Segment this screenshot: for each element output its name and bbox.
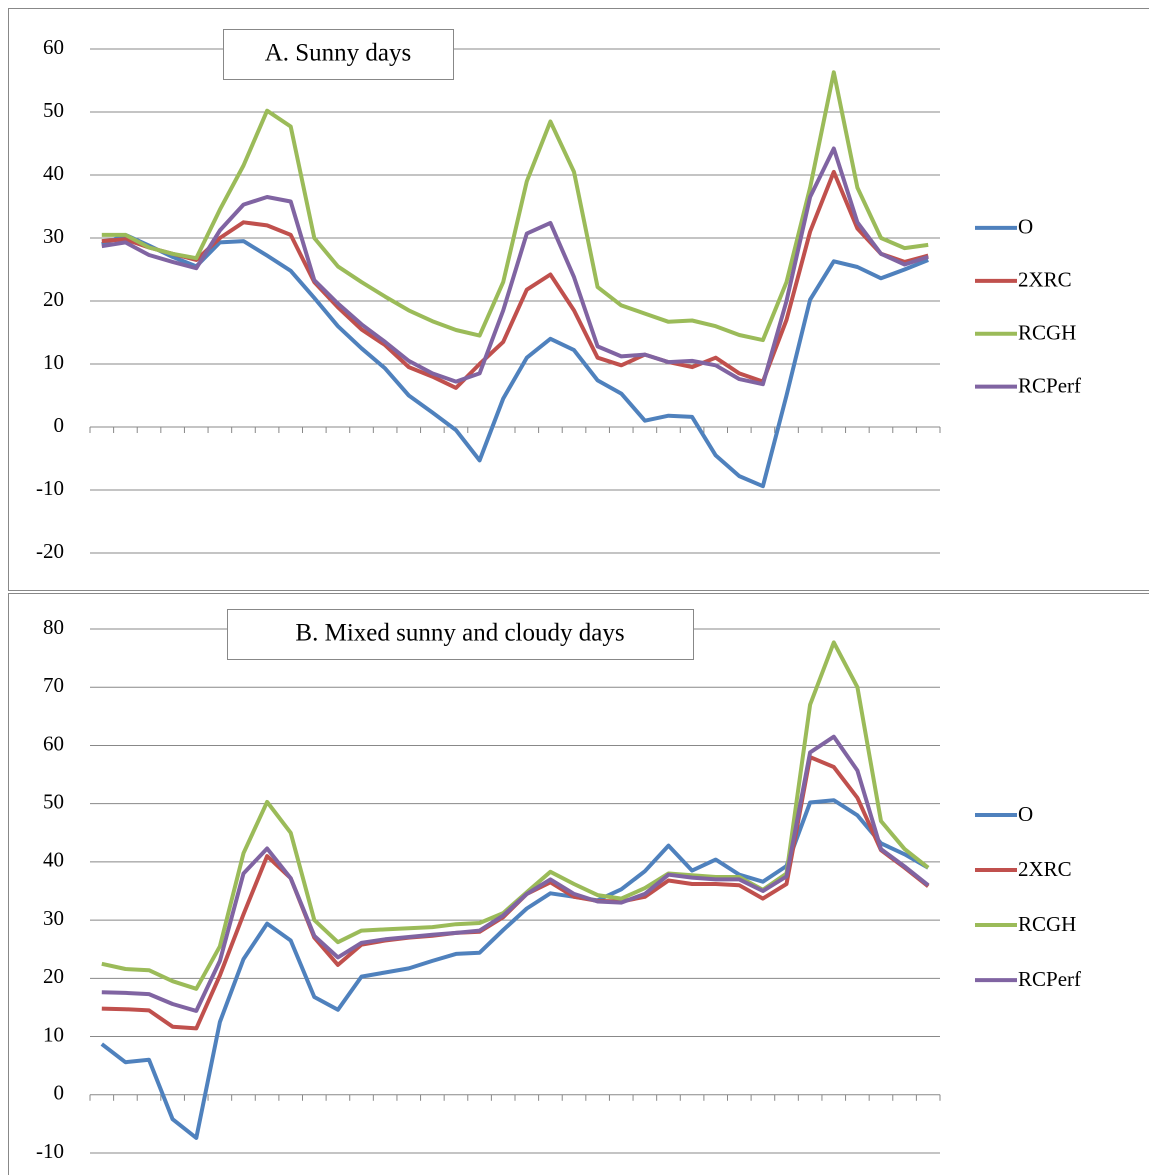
y-tick-label: 50: [43, 789, 64, 813]
y-tick-label: 0: [54, 1081, 65, 1105]
y-tick-label: 20: [43, 964, 64, 988]
y-tick-label: 40: [43, 848, 64, 872]
y-tick-label: 20: [43, 287, 64, 311]
chart-title: B. Mixed sunny and cloudy days: [295, 620, 624, 647]
chart-frame: [8, 8, 1149, 591]
y-tick-label: 10: [43, 350, 64, 374]
legend-label: 2XRC: [1018, 857, 1072, 881]
y-tick-label: 10: [43, 1022, 64, 1046]
legend-label: O: [1018, 215, 1033, 239]
y-tick-label: 0: [54, 413, 65, 437]
series-line: [101, 169, 929, 390]
title-box: [227, 609, 694, 660]
y-tick-label: -10: [36, 476, 64, 500]
y-tick-label: -20: [36, 539, 64, 563]
y-tick-label: 30: [43, 224, 64, 248]
y-tick-label: 50: [43, 98, 64, 122]
legend-label: RCPerf: [1018, 967, 1081, 991]
series-line: [101, 734, 930, 1013]
y-tick-label: 60: [43, 731, 64, 755]
series-line: [101, 70, 929, 343]
series-line: [101, 232, 929, 489]
legend-label: RCPerf: [1018, 373, 1081, 397]
y-tick-label: 30: [43, 906, 64, 930]
y-tick-label: -10: [36, 1139, 64, 1163]
y-tick-label: 60: [43, 35, 64, 59]
title-box: [223, 29, 454, 80]
y-tick-label: 80: [43, 615, 64, 639]
y-tick-label: 70: [43, 673, 64, 697]
series-line: [101, 146, 929, 387]
chart-title: A. Sunny days: [265, 40, 412, 67]
legend-label: RCGH: [1018, 321, 1076, 345]
legend-label: RCGH: [1018, 912, 1076, 936]
legend-label: O: [1018, 802, 1033, 826]
legend-label: 2XRC: [1018, 268, 1072, 292]
y-tick-label: 40: [43, 161, 64, 185]
